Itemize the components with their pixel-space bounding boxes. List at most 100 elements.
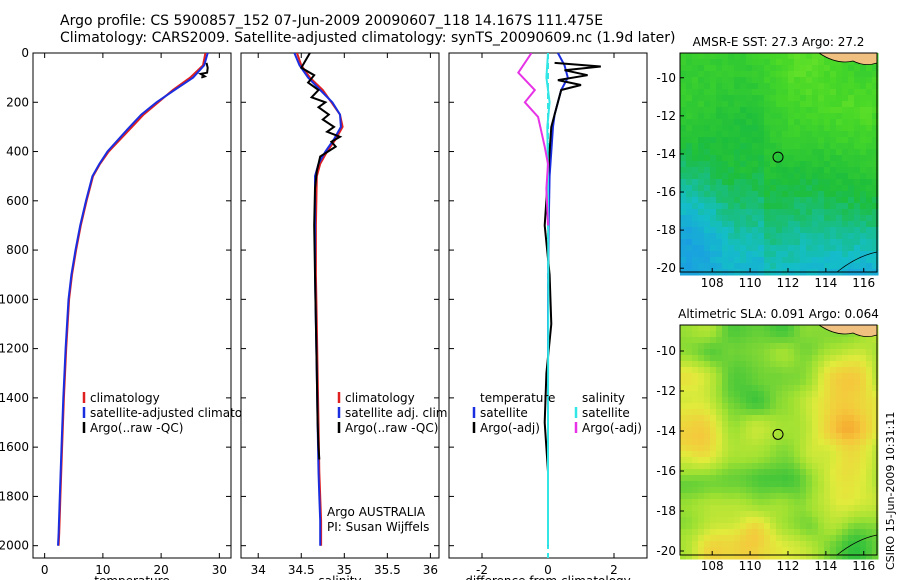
map-cell	[854, 245, 861, 252]
map-cell	[812, 445, 819, 452]
map-cell	[770, 197, 777, 204]
map-cell	[830, 251, 837, 258]
map-cell	[872, 125, 879, 132]
y-tick-label: 1000	[0, 292, 29, 306]
map-cell	[782, 83, 789, 90]
map-cell	[800, 505, 807, 512]
map-cell	[788, 487, 795, 494]
map-cell	[848, 221, 855, 228]
map-cell	[806, 161, 813, 168]
map-cell	[734, 445, 741, 452]
map-cell	[812, 463, 819, 470]
map-cell	[710, 251, 717, 258]
map-cell	[758, 379, 765, 386]
map-cell	[818, 433, 825, 440]
map-cell	[692, 451, 699, 458]
y-tick-label: -18	[656, 223, 676, 237]
map-cell	[812, 541, 819, 548]
map-cell	[764, 227, 771, 234]
map-cell	[680, 463, 687, 470]
map-cell	[806, 83, 813, 90]
map-cell	[770, 355, 777, 362]
map-cell	[812, 409, 819, 416]
map-cell	[764, 143, 771, 150]
map-cell	[776, 343, 783, 350]
map-cell	[764, 481, 771, 488]
map-cell	[788, 215, 795, 222]
map-cell	[698, 517, 705, 524]
map-cell	[806, 391, 813, 398]
map-cell	[806, 337, 813, 344]
map-cell	[716, 451, 723, 458]
map-cell	[746, 463, 753, 470]
map-cell	[740, 523, 747, 530]
map-cell	[788, 403, 795, 410]
map-cell	[836, 107, 843, 114]
map-cell	[758, 221, 765, 228]
map-cell	[830, 173, 837, 180]
map-cell	[836, 167, 843, 174]
map-cell	[830, 209, 837, 216]
map-cell	[830, 65, 837, 72]
map-cell	[830, 379, 837, 386]
map-cell	[764, 325, 771, 332]
map-cell	[788, 463, 795, 470]
map-cell	[770, 427, 777, 434]
map-cell	[848, 403, 855, 410]
map-cell	[866, 523, 873, 530]
map-cell	[728, 493, 735, 500]
map-cell	[692, 185, 699, 192]
map-cell	[740, 125, 747, 132]
map-cell	[818, 137, 825, 144]
map-cell	[830, 113, 837, 120]
map-cell	[866, 137, 873, 144]
map-cell	[848, 427, 855, 434]
map-cell	[854, 263, 861, 270]
map-cell	[788, 397, 795, 404]
map-cell	[824, 445, 831, 452]
map-cell	[872, 463, 879, 470]
map-cell	[776, 391, 783, 398]
map-cell	[686, 197, 693, 204]
map-cell	[752, 493, 759, 500]
map-cell	[866, 203, 873, 210]
map-cell	[866, 191, 873, 198]
map-cell	[812, 101, 819, 108]
map-cell	[764, 149, 771, 156]
map-cell	[764, 77, 771, 84]
map-cell	[764, 385, 771, 392]
x-tick-label: 116	[852, 559, 875, 573]
map-cell	[692, 403, 699, 410]
map-cell	[740, 107, 747, 114]
map-cell	[848, 505, 855, 512]
map-cell	[752, 239, 759, 246]
map-cell	[770, 107, 777, 114]
map-cell	[824, 355, 831, 362]
map-cell	[752, 421, 759, 428]
map-cell	[776, 487, 783, 494]
map-cell	[746, 535, 753, 542]
map-cell	[842, 343, 849, 350]
map-cell	[752, 167, 759, 174]
map-cell	[704, 511, 711, 518]
map-cell	[746, 511, 753, 518]
map-cell	[716, 191, 723, 198]
map-cell	[806, 59, 813, 66]
map-cell	[824, 107, 831, 114]
map-cell	[854, 535, 861, 542]
map-cell	[746, 391, 753, 398]
map-cell	[710, 59, 717, 66]
map-cell	[758, 367, 765, 374]
map-cell	[854, 451, 861, 458]
map-cell	[854, 227, 861, 234]
map-cell	[740, 379, 747, 386]
map-cell	[728, 421, 735, 428]
map-cell	[788, 337, 795, 344]
map-cell	[716, 83, 723, 90]
map-cell	[830, 125, 837, 132]
map-cell	[854, 131, 861, 138]
map-cell	[752, 337, 759, 344]
map-cell	[800, 89, 807, 96]
map-cell	[872, 77, 879, 84]
map-cell	[728, 257, 735, 264]
